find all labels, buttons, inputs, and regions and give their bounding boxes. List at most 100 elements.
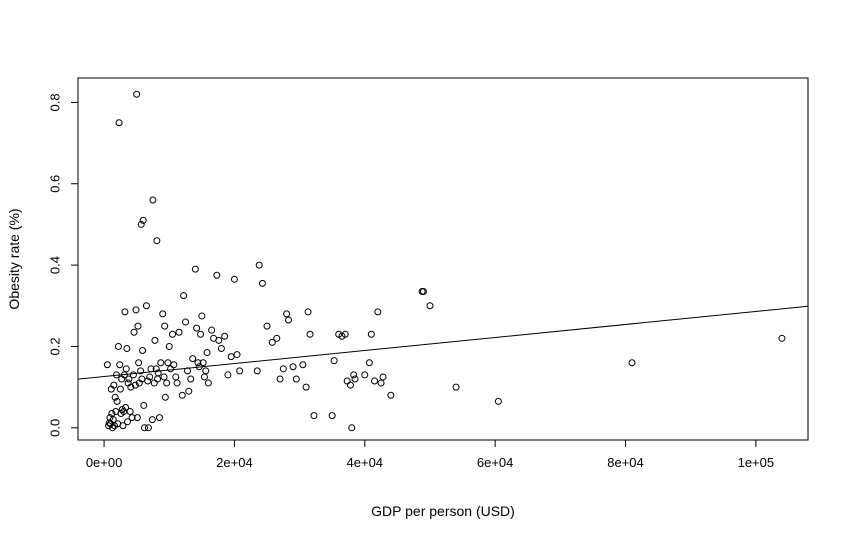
data-point bbox=[140, 401, 148, 409]
data-point bbox=[173, 379, 181, 387]
data-points bbox=[103, 90, 786, 432]
data-point bbox=[137, 220, 145, 228]
data-point bbox=[202, 367, 210, 375]
data-point bbox=[203, 349, 211, 357]
data-point bbox=[130, 328, 138, 336]
data-point bbox=[628, 359, 636, 367]
data-point bbox=[154, 375, 162, 383]
data-point bbox=[122, 365, 130, 373]
data-point bbox=[169, 330, 177, 338]
data-point bbox=[452, 383, 460, 391]
data-point bbox=[236, 367, 244, 375]
data-point bbox=[283, 310, 291, 318]
data-point bbox=[133, 90, 141, 98]
data-point bbox=[193, 324, 201, 332]
data-point bbox=[122, 403, 130, 411]
data-point bbox=[161, 393, 169, 401]
y-tick-label: 0.6 bbox=[47, 175, 62, 193]
data-point bbox=[103, 361, 111, 369]
y-tick-label: 0.0 bbox=[47, 419, 62, 437]
x-axis-title: GDP per person (USD) bbox=[371, 503, 515, 519]
data-point bbox=[154, 369, 162, 377]
data-point bbox=[387, 391, 395, 399]
data-point bbox=[328, 412, 336, 420]
data-point bbox=[180, 292, 188, 300]
x-tick-label: 4e+04 bbox=[347, 455, 384, 470]
data-point bbox=[185, 387, 193, 395]
data-point bbox=[304, 308, 312, 316]
data-point bbox=[187, 375, 195, 383]
data-point bbox=[133, 414, 141, 422]
data-point bbox=[131, 381, 139, 389]
data-point bbox=[144, 424, 152, 432]
data-point bbox=[189, 355, 197, 363]
data-point bbox=[330, 357, 338, 365]
data-point bbox=[142, 302, 150, 310]
data-point bbox=[139, 347, 147, 355]
data-point bbox=[374, 308, 382, 316]
data-point bbox=[144, 377, 152, 385]
data-point bbox=[111, 393, 119, 401]
x-tick-label: 1e+05 bbox=[738, 455, 775, 470]
data-point bbox=[361, 371, 369, 379]
data-point bbox=[348, 424, 356, 432]
data-point bbox=[299, 361, 307, 369]
data-point bbox=[170, 361, 178, 369]
data-point bbox=[302, 383, 310, 391]
data-point bbox=[343, 377, 351, 385]
data-point bbox=[285, 316, 293, 324]
data-point bbox=[377, 379, 385, 387]
x-tick-label: 8e+04 bbox=[607, 455, 644, 470]
data-point bbox=[194, 359, 202, 367]
data-point bbox=[119, 422, 127, 430]
data-point bbox=[160, 373, 168, 381]
data-point bbox=[276, 375, 284, 383]
data-point bbox=[116, 361, 124, 369]
data-point bbox=[139, 216, 147, 224]
y-tick-label: 0.8 bbox=[47, 93, 62, 111]
data-point bbox=[115, 119, 123, 127]
data-point bbox=[279, 365, 287, 373]
y-tick-label: 0.4 bbox=[47, 256, 62, 274]
data-point bbox=[172, 373, 180, 381]
data-point bbox=[215, 336, 223, 344]
data-point bbox=[289, 363, 297, 371]
data-point bbox=[167, 365, 175, 373]
data-point bbox=[191, 265, 199, 273]
data-point bbox=[121, 308, 129, 316]
data-point bbox=[367, 330, 375, 338]
data-point bbox=[230, 275, 238, 283]
data-point bbox=[129, 371, 137, 379]
data-point bbox=[164, 359, 172, 367]
data-point bbox=[163, 379, 171, 387]
data-point bbox=[123, 344, 131, 352]
data-point bbox=[419, 288, 427, 296]
data-point bbox=[155, 414, 163, 422]
data-point bbox=[182, 318, 190, 326]
data-point bbox=[110, 381, 118, 389]
data-point bbox=[165, 342, 173, 350]
data-point bbox=[126, 408, 134, 416]
data-point bbox=[350, 371, 358, 379]
data-point bbox=[255, 261, 263, 269]
data-point bbox=[125, 375, 133, 383]
data-point bbox=[116, 385, 124, 393]
data-point bbox=[128, 414, 136, 422]
data-point bbox=[120, 408, 128, 416]
data-point bbox=[221, 332, 229, 340]
y-axis: 0.0 0.2 0.4 0.6 0.8 bbox=[47, 93, 79, 437]
data-point bbox=[213, 271, 221, 279]
data-point bbox=[197, 330, 205, 338]
data-point bbox=[134, 322, 142, 330]
data-point bbox=[127, 383, 135, 391]
data-point bbox=[161, 322, 169, 330]
data-point bbox=[778, 334, 786, 342]
plot-frame bbox=[77, 77, 809, 441]
data-point bbox=[113, 397, 121, 405]
x-axis: 0e+00 2e+04 4e+04 6e+04 8e+04 1e+05 bbox=[86, 439, 775, 470]
data-point bbox=[204, 379, 212, 387]
data-point bbox=[351, 375, 359, 383]
data-point bbox=[379, 373, 387, 381]
data-point bbox=[148, 416, 156, 424]
